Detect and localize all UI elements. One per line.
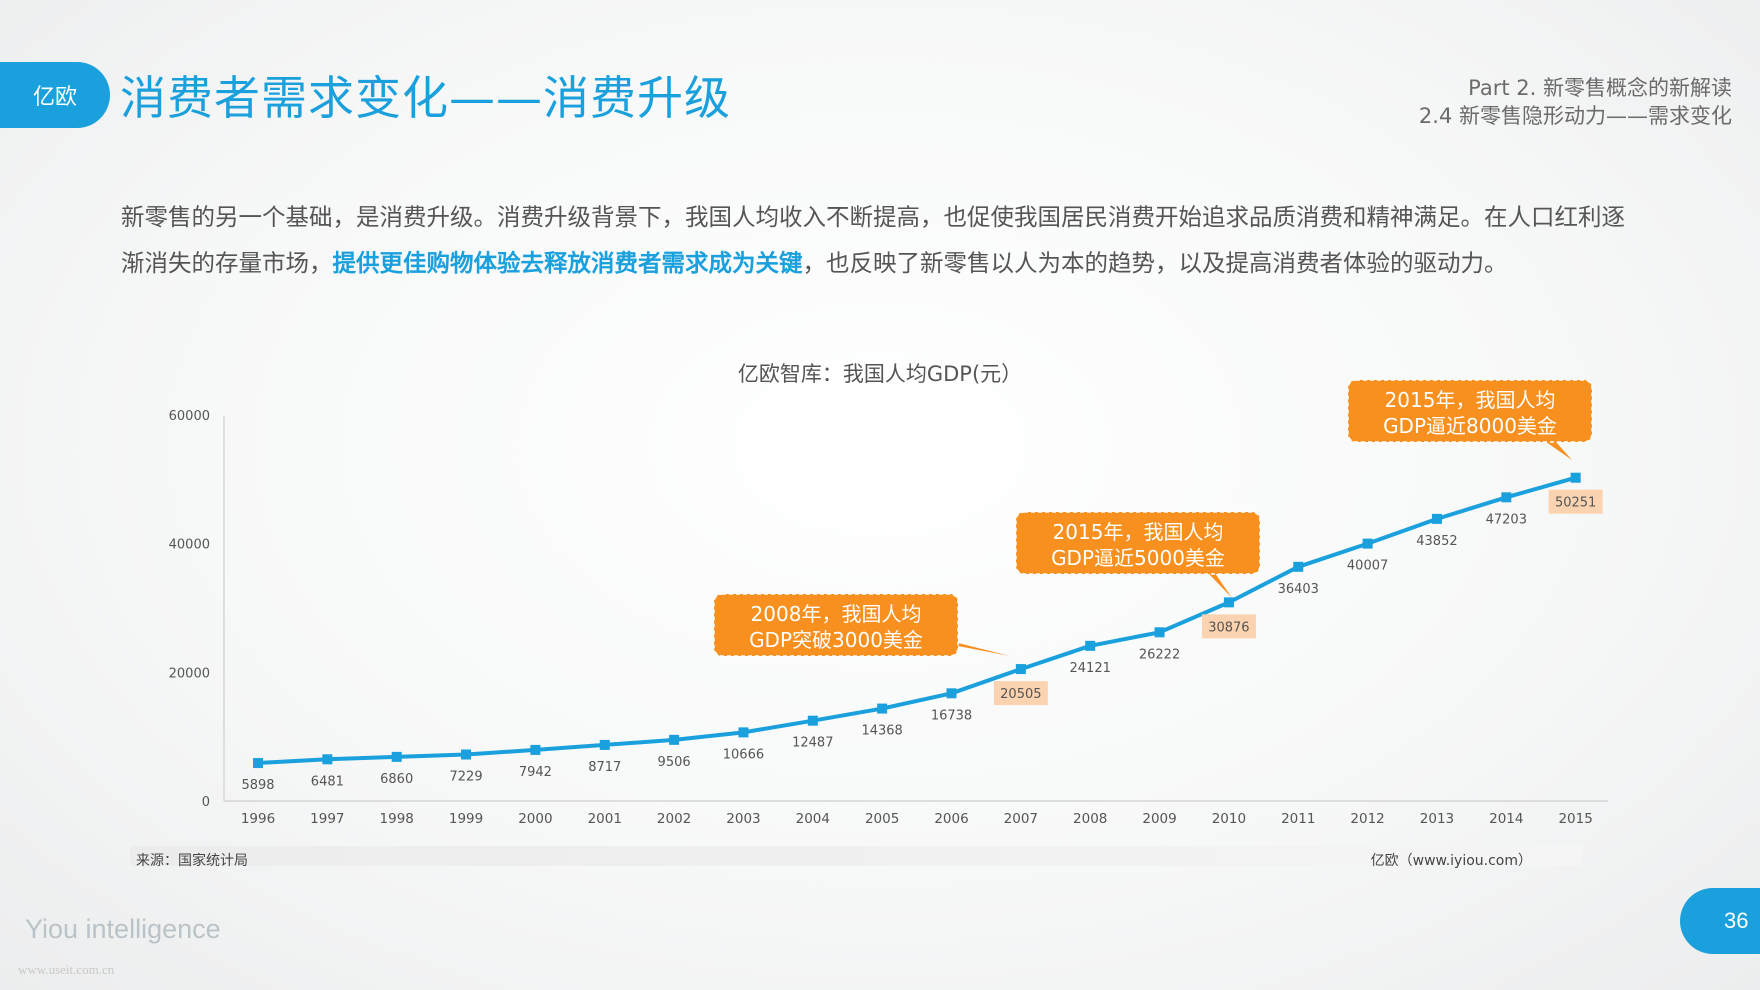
data-label: 5898 (241, 778, 274, 793)
data-point (1570, 472, 1581, 483)
data-label: 7229 (450, 769, 483, 784)
x-tick-label: 2002 (657, 811, 691, 827)
data-label: 43852 (1416, 534, 1457, 549)
data-point (946, 688, 957, 699)
callout-box (1015, 511, 1261, 575)
x-tick-label: 2010 (1212, 811, 1246, 827)
intro-text-1: 新零售的另一个基础，是消费升级。消费升级背景下，我国人均收入不断提高，也促使我国… (121, 203, 1625, 277)
callout-line2: GDP逼近5000美金 (1051, 546, 1225, 570)
x-tick-label: 2003 (726, 811, 760, 827)
y-tick-label: 60000 (169, 409, 210, 424)
data-label: 20505 (1000, 687, 1041, 702)
data-point (1431, 513, 1442, 524)
y-tick-label: 40000 (169, 538, 210, 553)
data-label: 26222 (1139, 647, 1180, 662)
intro-highlight: 提供更佳购物体验去释放消费者需求成为关键 (332, 249, 803, 277)
source-bar (130, 846, 1582, 866)
gdp-series-line (257, 475, 1577, 766)
callout-box (713, 593, 959, 657)
data-point (669, 734, 680, 745)
data-point (253, 758, 263, 769)
data-label: 36403 (1278, 582, 1319, 597)
x-tick-label: 2014 (1489, 811, 1523, 827)
data-point (807, 715, 818, 726)
x-tick-label: 1997 (310, 811, 344, 827)
source-text: 来源：国家统计局 (136, 853, 248, 869)
x-tick-label: 2013 (1420, 811, 1454, 827)
data-label: 14368 (861, 724, 902, 739)
data-label: 6860 (380, 772, 413, 787)
x-tick-label: 2009 (1142, 811, 1176, 827)
data-label: 40007 (1347, 559, 1388, 574)
y-tick-label: 20000 (169, 666, 210, 681)
data-label: 16738 (931, 708, 972, 723)
data-point (322, 754, 333, 765)
callout-box (1347, 379, 1593, 443)
intro-paragraph: 新零售的另一个基础，是消费升级。消费升级背景下，我国人均收入不断提高，也促使我国… (121, 194, 1641, 286)
data-point (391, 751, 402, 762)
data-label: 12487 (792, 736, 833, 751)
data-point (877, 703, 888, 714)
section-info: Part 2. 新零售概念的新解读 2.4 新零售隐形动力——需求变化 (1419, 74, 1732, 130)
callout-line2: GDP逼近8000美金 (1383, 414, 1557, 438)
callout-line2: GDP突破3000美金 (749, 628, 923, 652)
x-tick-label: 1998 (380, 811, 414, 827)
chart-title: 亿欧智库：我国人均GDP(元） (737, 362, 1023, 386)
page-title: 消费者需求变化——消费升级 (120, 71, 731, 125)
data-point (1362, 538, 1373, 549)
data-label: 30876 (1208, 620, 1249, 635)
data-point (738, 727, 749, 738)
x-tick-label: 1996 (241, 811, 275, 827)
callout-line1: 2008年，我国人均 (751, 602, 922, 626)
x-tick-label: 2007 (1004, 811, 1038, 827)
data-point (530, 744, 541, 755)
data-point (461, 749, 472, 760)
x-tick-label: 2004 (796, 811, 830, 827)
data-label: 47203 (1486, 512, 1527, 527)
x-tick-label: 2001 (588, 811, 622, 827)
data-label: 50251 (1555, 496, 1596, 511)
x-tick-label: 2000 (518, 811, 552, 827)
watermark: www.useit.com.cn (18, 962, 115, 977)
data-point (599, 739, 610, 750)
data-point (1223, 597, 1234, 608)
data-point (1015, 664, 1026, 675)
x-tick-label: 2015 (1558, 811, 1592, 827)
callout-line1: 2015年，我国人均 (1385, 388, 1556, 412)
data-label: 9506 (658, 755, 691, 770)
intro-text-2: ，也反映了新零售以人为本的趋势，以及提高消费者体验的驱动力。 (802, 249, 1508, 277)
logo-text: 亿欧 (32, 84, 77, 109)
y-tick-label: 0 (202, 795, 210, 810)
data-point (1501, 492, 1512, 503)
x-tick-label: 2012 (1350, 811, 1384, 827)
data-label-highlight (1201, 614, 1256, 639)
credit-text: 亿欧（www.iyiou.com） (1370, 853, 1532, 869)
data-label: 6481 (311, 774, 344, 789)
data-point (1154, 627, 1165, 638)
callout-line1: 2015年，我国人均 (1053, 520, 1224, 544)
page-number: 36 (1680, 888, 1760, 954)
x-tick-label: 2011 (1281, 811, 1315, 827)
logo-badge: 亿欧 (0, 62, 110, 128)
x-tick-label: 2006 (934, 811, 968, 827)
data-point (1293, 561, 1304, 572)
data-label-highlight (993, 681, 1048, 706)
section-subpart: 2.4 新零售隐形动力——需求变化 (1418, 104, 1732, 128)
section-part: Part 2. 新零售概念的新解读 (1468, 76, 1732, 100)
data-label: 24121 (1070, 661, 1111, 676)
data-point (1085, 640, 1096, 651)
data-label: 8717 (588, 760, 621, 775)
data-label: 7942 (519, 765, 552, 780)
data-label: 10666 (723, 747, 764, 762)
x-tick-label: 2008 (1073, 811, 1107, 827)
brand-name: Yiou intelligence (25, 914, 221, 944)
x-tick-label: 2005 (865, 811, 899, 827)
x-tick-label: 1999 (449, 811, 483, 827)
data-label-highlight (1548, 489, 1603, 514)
